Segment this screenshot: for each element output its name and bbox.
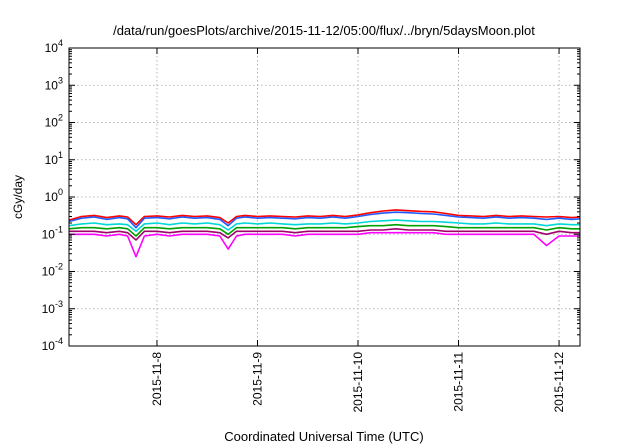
x-tick-label: 2015-11-11: [452, 352, 466, 412]
y-axis: 10-4 10-3 10-2 10-1 100 101 102 103 104: [42, 38, 580, 353]
x-tick-label: 2015-11-9: [250, 352, 264, 406]
y-tick-label: 10-2: [42, 262, 63, 279]
y-tick-label: 10-3: [42, 299, 63, 316]
y-tick-label: 101: [45, 150, 63, 167]
plot-series: [68, 209, 581, 258]
y-tick-label: 10-1: [42, 224, 63, 241]
x-tick-label: 2015-11-8: [150, 352, 164, 406]
y-axis-label: cGy/day: [11, 175, 25, 219]
y-tick-label: 103: [45, 75, 63, 92]
series-line: [68, 219, 580, 233]
series-line: [68, 223, 580, 237]
y-tick-label: 100: [45, 187, 63, 204]
x-axis: 2015-11-8 2015-11-9 2015-11-10 2015-11-11 20…: [150, 48, 566, 413]
y-tick-label: 104: [45, 38, 63, 55]
series-line: [69, 231, 580, 258]
series-line: [68, 209, 581, 226]
x-axis-label: Coordinated Universal Time (UTC): [224, 429, 423, 444]
x-tick-label: 2015-11-12: [552, 352, 566, 413]
y-tick-label: 10-4: [42, 336, 63, 353]
x-tick-label: 2015-11-10: [351, 352, 365, 413]
series-line: [68, 211, 581, 229]
grid: [69, 48, 580, 346]
series-line: [69, 228, 580, 241]
y-tick-label: 102: [45, 113, 63, 130]
chart-title: /data/run/goesPlots/archive/2015-11-12/0…: [113, 23, 535, 38]
